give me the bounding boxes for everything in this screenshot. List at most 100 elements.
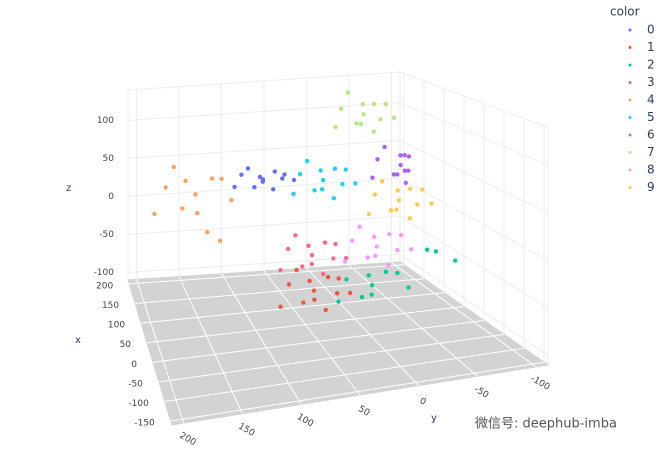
point [336, 276, 341, 281]
point [280, 176, 285, 181]
y-tick-label: 150 [236, 422, 256, 439]
scene-background [127, 71, 550, 426]
x-tick-label: 200 [96, 281, 113, 291]
legend-label[interactable]: 4 [647, 93, 655, 107]
point [325, 274, 331, 280]
point [332, 166, 338, 171]
point [301, 300, 306, 305]
y-tick-label: -100 [529, 374, 552, 393]
legend-label[interactable]: 9 [647, 180, 655, 194]
point [195, 210, 200, 216]
point [333, 241, 338, 247]
point [378, 117, 383, 122]
point [361, 112, 366, 117]
x-axis-title: x [75, 335, 81, 346]
point [371, 101, 377, 107]
point [375, 157, 380, 162]
point [307, 278, 312, 284]
point [291, 177, 297, 183]
point [331, 256, 336, 261]
point [320, 271, 326, 277]
point [183, 178, 188, 184]
point [180, 206, 185, 211]
y-tick-label: 200 [178, 431, 198, 448]
y-grid-line [263, 270, 361, 396]
point [407, 186, 413, 192]
legend-label[interactable]: 1 [647, 40, 655, 54]
legend-marker[interactable] [628, 151, 632, 154]
point [333, 124, 338, 130]
point [347, 290, 353, 296]
z-grid-line [399, 101, 549, 166]
legend-label[interactable]: 6 [647, 128, 655, 142]
legend-label[interactable]: 3 [647, 75, 655, 89]
z-grid-line [399, 215, 549, 309]
z-grid-line [127, 139, 401, 159]
point [318, 168, 323, 173]
point [370, 175, 375, 180]
point [297, 172, 303, 177]
floor [127, 261, 550, 426]
point [272, 169, 277, 174]
x-tick-label: -100 [128, 399, 149, 409]
point [402, 168, 408, 173]
point [286, 282, 292, 287]
y-grid-line [391, 262, 537, 368]
point [239, 172, 244, 177]
point [402, 152, 407, 158]
point [271, 187, 276, 192]
point [217, 238, 223, 244]
point [372, 234, 377, 239]
point [395, 172, 400, 177]
z-tick-label: -50 [99, 230, 114, 240]
point [304, 158, 310, 164]
point [366, 273, 371, 278]
legend-marker[interactable] [628, 46, 632, 49]
point [278, 267, 283, 273]
point [371, 129, 377, 134]
y-grid-line [306, 267, 420, 386]
z-grid-line [127, 215, 401, 235]
point [452, 258, 458, 263]
z-grid-line [127, 253, 401, 273]
y-tick-label: 50 [356, 404, 371, 419]
point [391, 172, 397, 177]
legend-label[interactable]: 0 [647, 23, 655, 37]
point [343, 167, 348, 172]
legend-label[interactable]: 5 [647, 110, 655, 124]
point [395, 188, 400, 193]
legend-marker[interactable] [628, 133, 632, 137]
legend-marker[interactable] [628, 63, 632, 67]
z-grid-line [399, 177, 549, 261]
legend-marker[interactable] [628, 81, 632, 84]
legend-marker[interactable] [628, 168, 632, 172]
point [285, 246, 291, 252]
point [396, 198, 402, 203]
point [338, 106, 344, 112]
point [293, 233, 298, 238]
legend-label[interactable]: 8 [647, 163, 655, 177]
legend-marker[interactable] [628, 28, 632, 32]
point [406, 154, 412, 159]
watermark: 微信号: deephub-imba [475, 417, 617, 432]
legend-marker[interactable] [628, 116, 632, 119]
point [232, 184, 237, 190]
y-tick-label: -50 [472, 385, 490, 401]
point [312, 297, 317, 302]
point [360, 101, 365, 107]
legend-label[interactable]: 2 [647, 58, 655, 72]
legend-marker[interactable] [628, 186, 632, 189]
legend-marker[interactable] [628, 98, 632, 102]
point [391, 115, 397, 121]
point [415, 202, 420, 207]
point [407, 216, 413, 221]
point [309, 261, 314, 267]
z-tick-label: 0 [108, 192, 114, 202]
point [320, 177, 326, 183]
legend-label[interactable]: 7 [647, 145, 655, 159]
point [319, 187, 325, 192]
point [342, 259, 348, 264]
point [354, 121, 359, 126]
point [372, 192, 378, 197]
